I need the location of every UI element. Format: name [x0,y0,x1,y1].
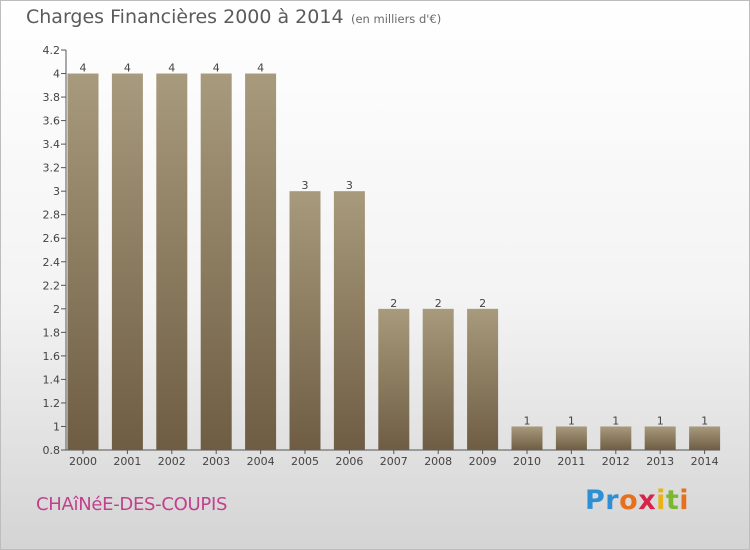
data-label-2007: 2 [390,297,397,310]
y-tick-label: 4.2 [43,44,61,57]
y-tick-label: 1 [53,420,60,433]
y-tick-label: 1.4 [43,373,61,386]
x-tick-label-2002: 2002 [158,455,186,468]
bar-2002 [156,73,188,450]
bar-2013 [644,426,676,450]
commune-name: CHAîNéE-DES-COUPIS [36,494,228,515]
data-label-2012: 1 [612,414,619,427]
data-label-2009: 2 [479,297,486,310]
x-tick-label-2012: 2012 [602,455,630,468]
data-label-2004: 4 [257,62,264,75]
x-tick-label-2014: 2014 [691,455,719,468]
y-tick-label: 2 [53,303,60,316]
bar-2001 [111,73,143,450]
bar-2012 [600,426,632,450]
x-tick-label-2001: 2001 [113,455,141,468]
bar-2000 [67,73,99,450]
data-label-2006: 3 [346,179,353,192]
bar-2009 [467,308,499,450]
y-tick-label: 1.6 [43,350,61,363]
data-label-2008: 2 [435,297,442,310]
chart-subtitle: (en milliers d'€) [351,12,442,26]
bar-2007 [378,308,410,450]
x-tick-label-2010: 2010 [513,455,541,468]
y-tick-label: 3 [53,185,60,198]
data-label-2003: 4 [213,62,220,75]
bar-2006 [333,191,365,451]
bar-2011 [555,426,587,450]
y-tick-label: 0.8 [43,444,61,457]
bar-2003 [200,73,232,450]
data-label-2010: 1 [524,414,531,427]
data-label-2013: 1 [657,414,664,427]
bar-2004 [245,73,277,450]
proxiti-logo: Proxiti [585,485,690,516]
x-tick-label-2005: 2005 [291,455,319,468]
x-tick-label-2006: 2006 [335,455,363,468]
x-tick-label-2009: 2009 [469,455,497,468]
data-label-2005: 3 [302,179,309,192]
x-tick-label-2004: 2004 [247,455,275,468]
data-label-2002: 4 [168,62,175,75]
x-tick-label-2003: 2003 [202,455,230,468]
chart-title: Charges Financières 2000 à 2014 [26,6,344,28]
data-label-2014: 1 [701,414,708,427]
y-tick-label: 3.6 [43,115,61,128]
bar-2010 [511,426,543,450]
x-tick-label-2008: 2008 [424,455,452,468]
bar-2005 [289,191,321,451]
x-tick-label-2007: 2007 [380,455,408,468]
y-tick-label: 2.4 [43,256,61,269]
x-tick-label-2011: 2011 [557,455,585,468]
y-tick-label: 2.8 [43,209,61,222]
data-label-2001: 4 [124,62,131,75]
y-tick-label: 3.4 [43,138,61,151]
x-tick-label-2013: 2013 [646,455,674,468]
x-tick-label-2000: 2000 [69,455,97,468]
y-tick-label: 1.8 [43,326,61,339]
bar-2008 [422,308,454,450]
data-label-2000: 4 [80,62,87,75]
y-tick-label: 1.2 [43,397,61,410]
y-tick-label: 3.8 [43,91,61,104]
y-tick-label: 3.2 [43,162,61,175]
bar-2014 [689,426,721,450]
y-tick-label: 2.2 [43,279,61,292]
y-tick-label: 2.6 [43,232,61,245]
data-label-2011: 1 [568,414,575,427]
y-tick-label: 4 [53,68,60,81]
